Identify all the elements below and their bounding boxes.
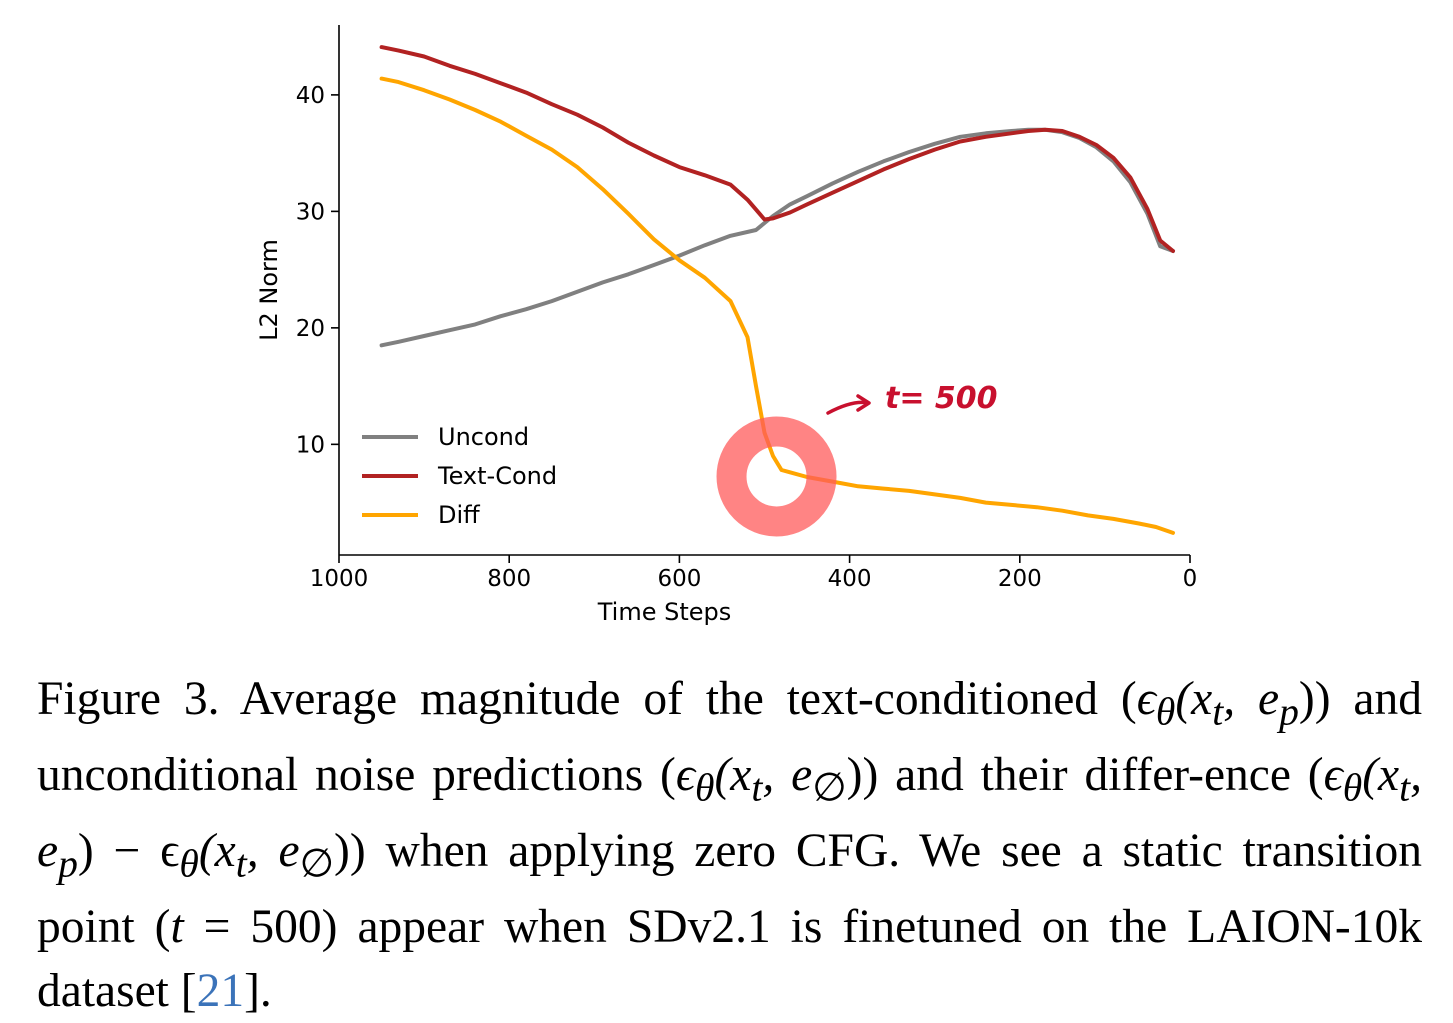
x-tick-label: 400 [828, 566, 872, 592]
figure: 1000 800 600 400 200 0 10 20 30 40 Time Steps L2 No… [255, 25, 1198, 626]
x-axis-label: Time Steps [597, 598, 732, 626]
y-axis-label: L2 Norm [255, 239, 283, 341]
y-tick-label: 30 [296, 199, 325, 225]
annotation-label: t= 500 [885, 381, 998, 416]
y-tick-label: 10 [296, 432, 325, 458]
x-tick-label: 600 [657, 566, 701, 592]
legend-label-diff: Diff [438, 501, 480, 529]
figure-caption: Figure 3. Average magnitude of the text-… [37, 673, 1422, 1017]
y-tick-label: 40 [296, 83, 325, 109]
series-line-diff [379, 76, 1175, 535]
legend-label-text-cond: Text-Cond [437, 462, 557, 490]
x-tick-label: 0 [1183, 566, 1198, 592]
citation-link[interactable]: 21 [196, 964, 245, 1017]
highlight-circle [716, 416, 837, 537]
series-line-text-cond [379, 45, 1175, 253]
x-tick-label: 200 [998, 566, 1042, 592]
legend-label-uncond: Uncond [438, 423, 529, 451]
series-line-uncond [379, 127, 1175, 348]
x-tick-label: 800 [487, 566, 531, 592]
y-tick-label: 20 [296, 316, 325, 342]
x-tick-label: 1000 [310, 566, 369, 592]
line-chart: 1000 800 600 400 200 0 10 20 30 40 Time Steps L2 No… [255, 25, 1198, 626]
annotation-arrowhead [856, 394, 871, 412]
